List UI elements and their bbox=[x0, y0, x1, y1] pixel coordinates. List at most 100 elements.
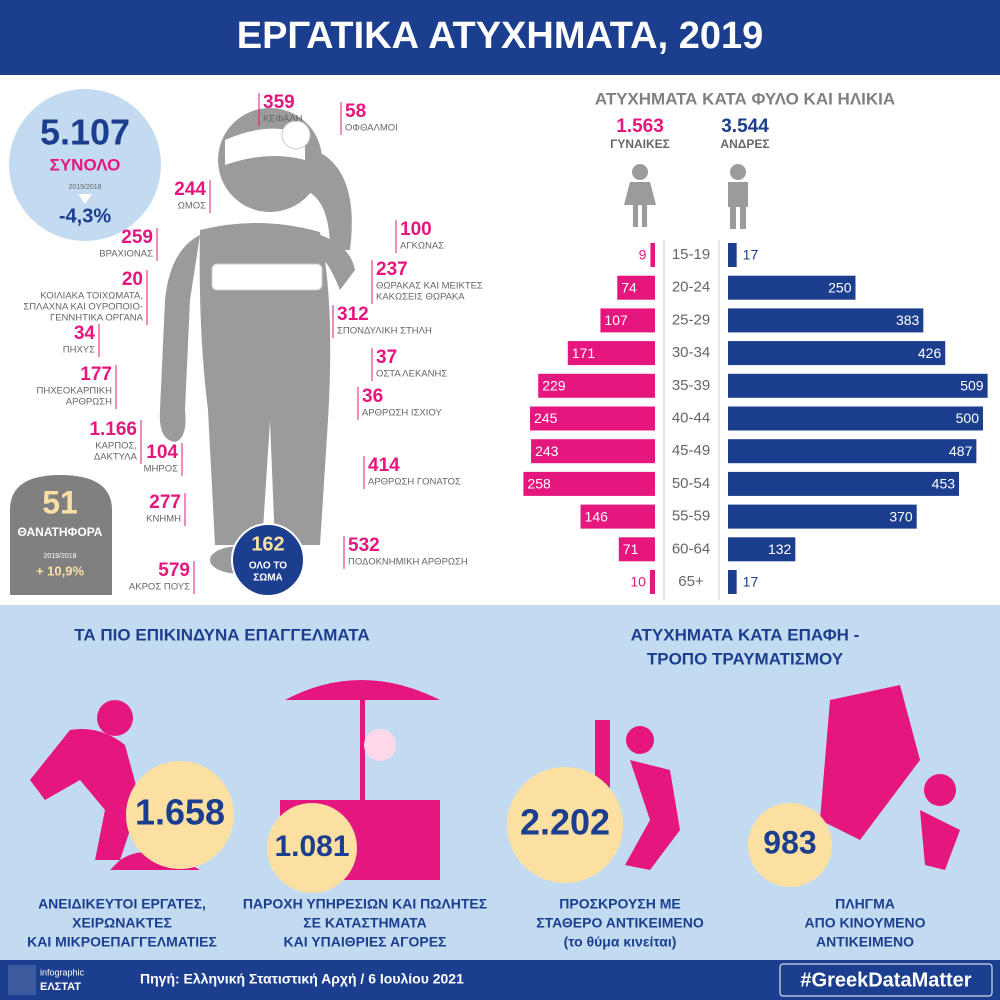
body-part-value: 104 bbox=[146, 442, 178, 463]
category-label: 40-44 bbox=[672, 409, 710, 426]
body-part-label: ΚΑΡΠΟΣ, bbox=[95, 441, 137, 452]
value-label: 71 bbox=[623, 541, 639, 557]
category-label: 50-54 bbox=[672, 475, 710, 492]
hashtag-box bbox=[779, 963, 993, 997]
title: ΕΡΓΑΤΙΚΑ ΑΤΥΧΗΜΑΤΑ, 2019 bbox=[237, 15, 764, 57]
body-part-label: ΚΑΚΩΣΕΙΣ ΘΩΡΑΚΑ bbox=[376, 292, 465, 303]
item-value: 1.081 bbox=[274, 830, 349, 863]
category-label: 25-29 bbox=[672, 311, 710, 328]
body-part-label: ΑΡΘΡΩΣΗ ΙΣΧΙΟΥ bbox=[362, 408, 442, 419]
bar bbox=[728, 243, 737, 267]
body-part-label: ΒΡΑΧΙΟΝΑΣ bbox=[99, 249, 153, 260]
value-label: 250 bbox=[828, 279, 852, 295]
body-part-label: ΩΜΟΣ bbox=[178, 201, 206, 212]
body-part-label: ΚΝΗΜΗ bbox=[146, 514, 181, 525]
body-part-label: ΜΗΡΟΣ bbox=[144, 464, 179, 475]
value-label: 243 bbox=[535, 443, 559, 459]
bar bbox=[728, 373, 988, 398]
hashtag: #GreekDataMatter bbox=[800, 969, 971, 991]
body-part-label: ΑΡΘΡΩΣΗ ΓΟΝΑΤΟΣ bbox=[368, 477, 461, 488]
body-part-value: 414 bbox=[368, 455, 400, 476]
category-label: 55-59 bbox=[672, 508, 710, 525]
value-label: 245 bbox=[534, 410, 558, 426]
bar bbox=[618, 537, 655, 562]
series-total: 3.544 bbox=[721, 116, 769, 137]
body-part-value: 532 bbox=[348, 535, 380, 556]
body-part-value: 37 bbox=[376, 347, 397, 368]
value-label: 500 bbox=[956, 410, 980, 426]
total-change: -4,3% bbox=[59, 205, 111, 227]
bar bbox=[617, 275, 655, 300]
body-part-value: 1.166 bbox=[89, 419, 137, 440]
body-part-value: 177 bbox=[80, 364, 112, 385]
series-total: 1.563 bbox=[616, 116, 664, 137]
item-label: ΠΡΟΣΚΡΟΥΣΗ ΜΕ bbox=[559, 896, 680, 912]
item-label: ΑΠΟ ΚΙΝΟΥΜΕΝΟ bbox=[805, 915, 926, 931]
category-label: 45-49 bbox=[672, 442, 710, 459]
category-label: 35-39 bbox=[672, 377, 710, 394]
body-part-label: ΣΠΛΑΧΝΑ ΚΑΙ ΟΥΡΟΠΟΙΟ- bbox=[23, 302, 143, 313]
category-label: 30-34 bbox=[672, 344, 710, 361]
bar bbox=[580, 504, 655, 529]
body-part-value: 312 bbox=[337, 304, 369, 325]
fatal-change: + 10,9% bbox=[36, 563, 85, 578]
item-label: ΠΑΡΟΧΗ ΥΠΗΡΕΣΙΩΝ ΚΑΙ ΠΩΛΗΤΕΣ bbox=[243, 896, 487, 912]
bar bbox=[728, 406, 983, 431]
section-title: ΤΡΟΠΟ ΤΡΑΥΜΑΤΙΣΜΟΥ bbox=[647, 649, 844, 668]
logo-bottom: ΕΛΣΤΑΤ bbox=[40, 981, 81, 993]
item-label: (το θύμα κινείται) bbox=[564, 934, 677, 950]
bar bbox=[650, 243, 655, 267]
bar bbox=[728, 275, 856, 300]
bar bbox=[600, 308, 655, 333]
body-part-label: ΚΕΦΑΛΗ bbox=[263, 114, 303, 125]
value-label: 17 bbox=[743, 247, 759, 263]
fatal-period: 2019/2018 bbox=[43, 553, 76, 560]
bar bbox=[728, 504, 917, 529]
category-label: 15-19 bbox=[672, 246, 710, 263]
bar bbox=[523, 471, 655, 496]
eye-patch bbox=[281, 120, 311, 150]
item-value: 983 bbox=[763, 824, 816, 860]
body-part-value: 359 bbox=[263, 92, 295, 113]
header-bar bbox=[0, 0, 1000, 75]
bar bbox=[728, 570, 737, 594]
arrow bbox=[78, 194, 92, 204]
value-label: 171 bbox=[572, 345, 596, 361]
fatal-label: ΘΑΝΑΤΗΦΟΡΑ bbox=[18, 525, 103, 539]
value-label: 132 bbox=[768, 541, 792, 557]
body-part-label: ΘΩΡΑΚΑΣ ΚΑΙ ΜΕΙΚΤΕΣ bbox=[376, 281, 483, 292]
value-label: 453 bbox=[932, 476, 956, 492]
item-label: ΣΕ ΚΑΤΑΣΤΗΜΑΤΑ bbox=[303, 915, 427, 931]
bar bbox=[567, 341, 655, 366]
value-label: 258 bbox=[527, 476, 551, 492]
value-label: 9 bbox=[639, 247, 647, 263]
body-part-label: ΑΡΘΡΩΣΗ bbox=[66, 397, 112, 408]
section-title: ΤΑ ΠΙΟ ΕΠΙΚΙΝΔΥΝΑ ΕΠΑΓΓΕΛΜΑΤΑ bbox=[74, 625, 369, 644]
value-label: 107 bbox=[604, 312, 628, 328]
whole-body-value: 162 bbox=[251, 533, 284, 555]
bar bbox=[531, 439, 655, 464]
icons bbox=[30, 680, 960, 880]
logo-top: infographic bbox=[40, 967, 85, 977]
bar bbox=[728, 308, 924, 333]
body-part-label: ΚΟΙΛΙΑΚΑ ΤΟΙΧΩΜΑΤΑ, bbox=[40, 291, 143, 302]
whole-body-label: ΟΛΟ ΤΟ bbox=[249, 561, 287, 572]
bar bbox=[728, 537, 796, 562]
body-part-value: 36 bbox=[362, 386, 383, 407]
value-label: 383 bbox=[896, 312, 920, 328]
item-value: 1.658 bbox=[135, 792, 225, 833]
bar bbox=[728, 341, 946, 366]
body-part-value: 34 bbox=[74, 323, 96, 344]
bar bbox=[728, 471, 960, 496]
total-value: 5.107 bbox=[40, 112, 130, 153]
body-part-label: ΔΑΚΤΥΛΑ bbox=[94, 452, 138, 463]
value-label: 509 bbox=[960, 378, 984, 394]
bar bbox=[649, 570, 655, 594]
item-label: ΧΕΙΡΩΝΑΚΤΕΣ bbox=[72, 915, 172, 931]
body-part-value: 244 bbox=[174, 179, 206, 200]
value-label: 74 bbox=[621, 279, 637, 295]
body-part-label: ΠΗΧΕΟΚΑΡΠΙΚΗ bbox=[37, 386, 113, 397]
body-part-value: 20 bbox=[122, 269, 143, 290]
